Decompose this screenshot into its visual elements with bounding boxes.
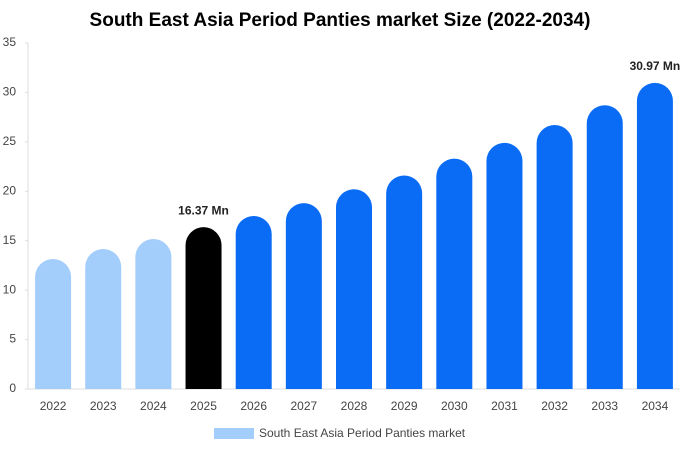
x-tick-label: 2024 <box>140 399 167 413</box>
value-label: 30.97 Mn <box>630 59 680 73</box>
bar <box>386 175 423 389</box>
x-tick-label: 2031 <box>491 399 518 413</box>
legend-swatch <box>214 428 254 439</box>
bar <box>636 82 673 390</box>
x-tick-label: 2032 <box>541 399 568 413</box>
x-tick-label: 2028 <box>341 399 368 413</box>
x-tick-label: 2030 <box>441 399 468 413</box>
x-tick-label: 2022 <box>40 399 67 413</box>
x-tick-label: 2033 <box>591 399 618 413</box>
bar <box>85 249 122 389</box>
bar <box>586 105 623 389</box>
bar <box>436 158 473 389</box>
y-tick-label: 15 <box>3 233 17 247</box>
y-tick-label: 30 <box>3 85 17 99</box>
chart-title: South East Asia Period Panties market Si… <box>90 10 591 31</box>
x-tick-label: 2034 <box>642 399 669 413</box>
bar <box>35 259 72 389</box>
x-tick-label: 2025 <box>190 399 217 413</box>
x-tick-label: 2029 <box>391 399 418 413</box>
y-tick-label: 0 <box>9 381 16 395</box>
bar <box>285 203 322 389</box>
y-tick-label: 35 <box>3 35 17 49</box>
x-tick-label: 2023 <box>90 399 117 413</box>
y-tick-label: 25 <box>3 134 17 148</box>
bar <box>486 142 523 389</box>
bar <box>536 125 573 389</box>
bar <box>135 239 172 389</box>
y-tick-label: 20 <box>3 183 17 197</box>
y-tick-label: 10 <box>3 282 17 296</box>
x-tick-label: 2026 <box>240 399 267 413</box>
bar <box>235 216 272 389</box>
value-label: 16.37 Mn <box>178 203 229 217</box>
legend-label: South East Asia Period Panties market <box>259 426 466 440</box>
y-tick-label: 5 <box>9 332 16 346</box>
bar <box>185 227 222 389</box>
x-tick-label: 2027 <box>290 399 317 413</box>
bar <box>336 189 372 389</box>
